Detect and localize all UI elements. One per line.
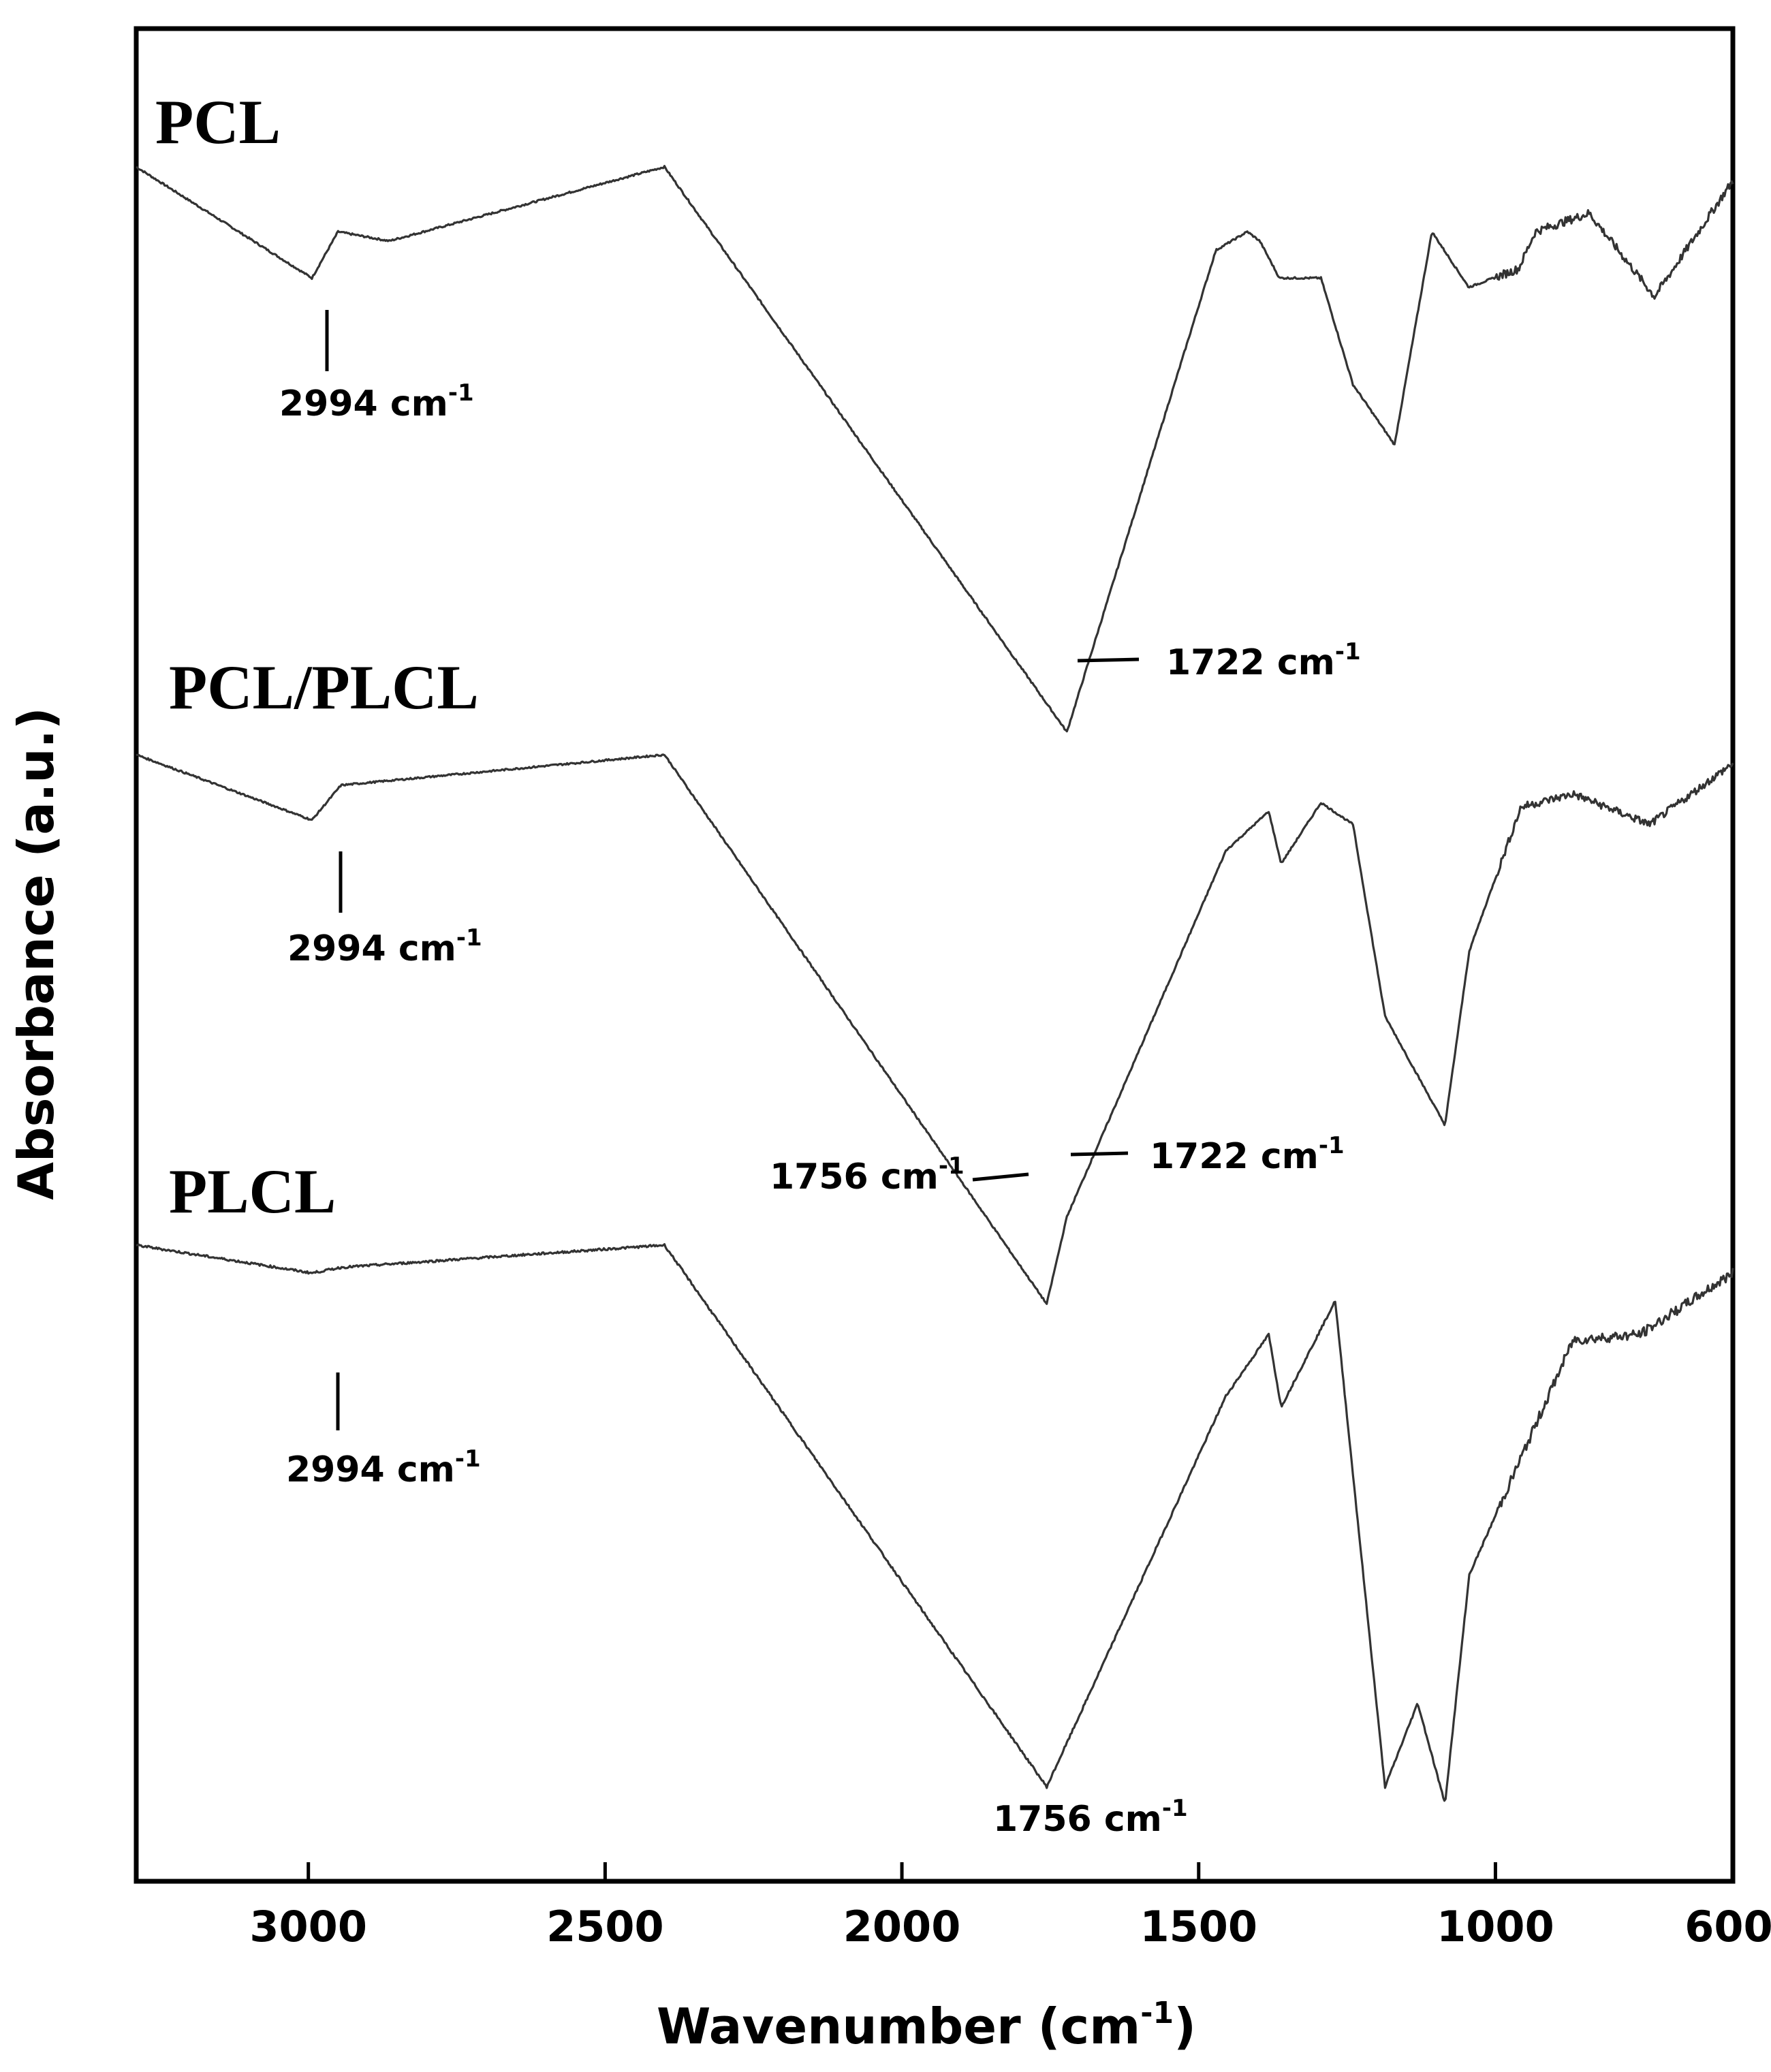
- annotation-label-2: 2994 cm-1: [287, 924, 482, 969]
- annotation-line-4: [1070, 1151, 1129, 1157]
- annotation-label-4: 1722 cm-1: [1150, 1132, 1345, 1177]
- x-axis-label-close: ): [1174, 1998, 1196, 2055]
- annotation-label-5: 2994 cm-1: [286, 1445, 481, 1490]
- annotation-label-0: 2994 cm-1: [279, 379, 474, 424]
- series-label-pcl: PCL: [155, 87, 281, 157]
- series-label-pcl-plcl: PCL/PLCL: [169, 653, 479, 722]
- x-axis-ticks: 3000 2500 2000 1500 1000 600: [249, 1862, 1771, 1951]
- annotation-label-3: 1756 cm-1: [770, 1152, 965, 1197]
- series-label-plcl: PLCL: [169, 1157, 336, 1226]
- spectra-group: [136, 165, 1734, 1802]
- annotation-line-1: [1077, 657, 1140, 663]
- annotation-label-1: 1722 cm-1: [1166, 638, 1361, 683]
- x-tick-label-1500: 1500: [1140, 1902, 1257, 1951]
- annotations-group: 2994 cm-1 1722 cm-1 2994 cm-1 1756 cm-1 1722…: [279, 310, 1361, 1840]
- x-tick-label-2500: 2500: [546, 1902, 664, 1951]
- spectrum-pcl-plcl: [136, 753, 1734, 1305]
- x-tick-label-3000: 3000: [249, 1902, 367, 1951]
- spectrum-pcl: [136, 165, 1734, 733]
- spectrum-plcl: [136, 1243, 1734, 1802]
- annotation-line-3: [972, 1172, 1029, 1182]
- y-axis-label: Absorbance (a.u.): [7, 707, 65, 1199]
- x-tick-label-2000: 2000: [843, 1902, 961, 1951]
- annotation-label-6: 1756 cm-1: [993, 1795, 1188, 1840]
- x-axis-label-sup: -1: [1140, 1996, 1174, 2030]
- x-axis-label-main: Wavenumber (cm: [657, 1998, 1140, 2055]
- x-axis-label: Wavenumber (cm-1): [657, 1996, 1196, 2055]
- x-tick-label-1000: 1000: [1437, 1902, 1554, 1951]
- plot-frame: [134, 26, 1736, 1884]
- x-tick-label-600: 600: [1684, 1902, 1771, 1951]
